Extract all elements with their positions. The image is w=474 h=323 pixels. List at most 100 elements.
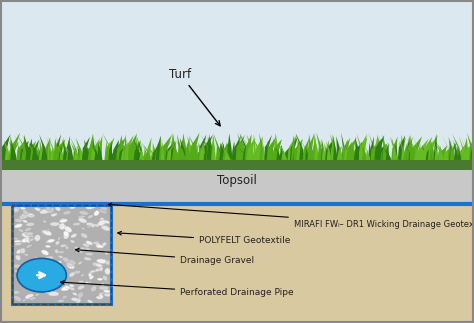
Polygon shape xyxy=(171,141,176,160)
Polygon shape xyxy=(293,139,303,160)
Polygon shape xyxy=(23,135,32,160)
Ellipse shape xyxy=(94,224,99,227)
Polygon shape xyxy=(438,146,441,160)
Polygon shape xyxy=(426,145,432,160)
Bar xyxy=(12,205,111,304)
Ellipse shape xyxy=(28,274,33,277)
Polygon shape xyxy=(71,141,77,160)
Polygon shape xyxy=(201,135,212,160)
Polygon shape xyxy=(181,133,188,160)
Polygon shape xyxy=(0,138,9,160)
Polygon shape xyxy=(76,137,83,160)
Polygon shape xyxy=(279,147,286,160)
Ellipse shape xyxy=(48,292,59,296)
Ellipse shape xyxy=(85,281,92,285)
Ellipse shape xyxy=(86,204,96,209)
Polygon shape xyxy=(144,146,148,160)
Ellipse shape xyxy=(84,247,91,251)
Polygon shape xyxy=(56,144,64,160)
Ellipse shape xyxy=(26,277,32,283)
Polygon shape xyxy=(455,147,459,160)
Polygon shape xyxy=(35,145,41,160)
Polygon shape xyxy=(84,139,91,160)
Polygon shape xyxy=(17,134,28,160)
Polygon shape xyxy=(308,133,315,160)
Polygon shape xyxy=(268,145,274,160)
Ellipse shape xyxy=(78,248,82,252)
Polygon shape xyxy=(70,137,79,160)
Ellipse shape xyxy=(78,249,82,253)
Ellipse shape xyxy=(35,260,41,266)
Polygon shape xyxy=(83,141,87,160)
Polygon shape xyxy=(10,140,15,160)
Ellipse shape xyxy=(105,268,110,275)
Ellipse shape xyxy=(19,214,27,219)
Polygon shape xyxy=(176,146,183,160)
Polygon shape xyxy=(105,141,109,160)
Polygon shape xyxy=(202,135,213,160)
Ellipse shape xyxy=(11,291,20,294)
Ellipse shape xyxy=(61,286,70,291)
Polygon shape xyxy=(428,135,438,160)
Ellipse shape xyxy=(70,287,75,291)
Ellipse shape xyxy=(24,254,28,256)
Polygon shape xyxy=(171,133,177,160)
Polygon shape xyxy=(170,141,175,160)
Polygon shape xyxy=(315,147,319,160)
Ellipse shape xyxy=(57,299,64,303)
Ellipse shape xyxy=(71,240,74,243)
Polygon shape xyxy=(417,144,421,160)
Ellipse shape xyxy=(86,222,95,227)
Polygon shape xyxy=(172,142,178,160)
Polygon shape xyxy=(241,139,245,160)
Ellipse shape xyxy=(71,297,79,301)
Polygon shape xyxy=(45,137,50,160)
Polygon shape xyxy=(399,137,406,160)
Ellipse shape xyxy=(95,243,101,248)
Ellipse shape xyxy=(14,242,22,245)
Bar xyxy=(0,205,474,323)
Polygon shape xyxy=(82,137,90,160)
Ellipse shape xyxy=(42,230,49,235)
Polygon shape xyxy=(444,147,451,160)
Bar xyxy=(12,205,111,304)
Polygon shape xyxy=(342,138,350,160)
Polygon shape xyxy=(273,139,282,160)
Ellipse shape xyxy=(58,255,64,258)
Polygon shape xyxy=(341,132,346,160)
Polygon shape xyxy=(30,147,40,160)
Polygon shape xyxy=(92,137,96,160)
Polygon shape xyxy=(189,145,198,160)
Polygon shape xyxy=(312,136,318,160)
Polygon shape xyxy=(157,146,163,160)
Text: POLYFELT Geotextile: POLYFELT Geotextile xyxy=(118,231,291,245)
Ellipse shape xyxy=(54,294,58,296)
Ellipse shape xyxy=(80,247,88,251)
Polygon shape xyxy=(199,144,207,160)
Polygon shape xyxy=(77,145,81,160)
Polygon shape xyxy=(56,143,64,160)
Polygon shape xyxy=(219,143,225,160)
Polygon shape xyxy=(279,144,287,160)
Polygon shape xyxy=(346,145,349,160)
Polygon shape xyxy=(227,133,233,160)
Polygon shape xyxy=(175,140,186,160)
Polygon shape xyxy=(112,140,119,160)
Polygon shape xyxy=(9,136,15,160)
Ellipse shape xyxy=(73,271,81,274)
Ellipse shape xyxy=(60,244,67,247)
Ellipse shape xyxy=(100,220,106,223)
Ellipse shape xyxy=(78,261,82,265)
Polygon shape xyxy=(273,145,282,160)
Text: Perforated Drainage Pipe: Perforated Drainage Pipe xyxy=(61,281,294,297)
Polygon shape xyxy=(102,132,114,160)
Polygon shape xyxy=(342,143,346,160)
Polygon shape xyxy=(410,141,421,160)
Ellipse shape xyxy=(78,285,84,290)
Polygon shape xyxy=(362,146,368,160)
Polygon shape xyxy=(337,147,343,160)
Polygon shape xyxy=(172,141,179,160)
Ellipse shape xyxy=(86,226,91,228)
Polygon shape xyxy=(300,143,306,160)
Polygon shape xyxy=(245,134,252,160)
